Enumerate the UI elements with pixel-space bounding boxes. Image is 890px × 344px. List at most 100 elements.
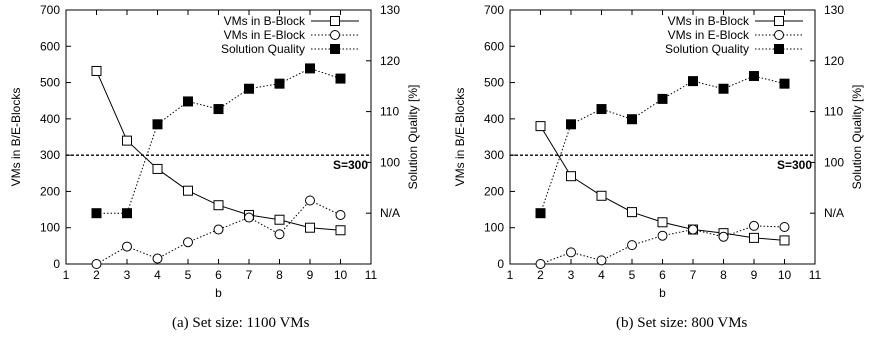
x-tick-label: 1 [63, 268, 70, 282]
data-point [779, 235, 790, 246]
y-tick-label: 500 [484, 76, 504, 90]
data-point [152, 163, 163, 174]
legend-label: Solution Quality [665, 42, 749, 56]
x-tick-label: 7 [246, 268, 253, 282]
data-point [244, 212, 254, 223]
data-point [596, 255, 607, 266]
y-tick-label: 0 [497, 257, 504, 271]
chart-panel-b: 1 2 3 4 5 6 7 8 9 10 11010020030040050060070010011… [453, 3, 864, 300]
y2-tick-label: 100 [824, 155, 844, 169]
data-point [122, 135, 132, 146]
data-point [627, 240, 637, 251]
data-point [305, 63, 315, 74]
x-tick-label: 4 [154, 268, 161, 282]
series-solution-quality [535, 71, 790, 219]
data-point [244, 83, 254, 94]
data-point [566, 119, 576, 130]
y-tick-label: 700 [40, 3, 60, 17]
data-point [779, 221, 790, 232]
data-point [305, 195, 315, 206]
data-point [213, 104, 224, 115]
data-point [274, 229, 285, 240]
x-tick-label: 6 [659, 268, 666, 282]
legend-marker [330, 30, 340, 40]
x-axis-label: b [659, 286, 666, 300]
x-tick-label: 2 [93, 268, 100, 282]
data-point [335, 225, 346, 236]
x-tick-label: 6 [215, 268, 222, 282]
x-tick-label: 9 [307, 268, 314, 282]
y2-tick-label: 130 [824, 3, 844, 17]
data-point [657, 217, 668, 228]
data-point [122, 208, 132, 219]
y2-tick-label: 110 [380, 105, 399, 119]
y2-tick-label: 120 [824, 54, 844, 68]
y-tick-label: 300 [484, 148, 504, 162]
x-tick-label: 10 [334, 268, 348, 282]
x-tick-label: 5 [629, 268, 636, 282]
x-tick-label: 2 [537, 268, 544, 282]
reference-line-label: S=300 [333, 158, 368, 172]
data-point [183, 96, 193, 107]
legend-marker [330, 44, 340, 54]
series-vms-in-e-block [535, 220, 790, 269]
y-tick-label: 300 [40, 148, 60, 162]
legend-label: VMs in B-Block [668, 14, 750, 28]
y2-tick-label: 130 [380, 3, 400, 17]
data-point [152, 253, 163, 264]
y-tick-label: 0 [53, 257, 60, 271]
y-tick-label: 200 [40, 184, 60, 198]
data-point [596, 104, 607, 115]
series-line [96, 67, 341, 214]
x-tick-label: 1 [507, 268, 514, 282]
x-tick-label: 11 [365, 268, 378, 282]
chart-panel-a: 1 2 3 4 5 6 7 8 9 10 11010020030040050060070010011… [9, 3, 420, 300]
data-point [183, 185, 193, 196]
data-point [596, 190, 607, 201]
y2-na-label: N/A [380, 206, 400, 220]
data-point [91, 259, 102, 269]
x-tick-label: 5 [185, 268, 192, 282]
y-axis-label: VMs in B/E-Blocks [9, 88, 23, 187]
data-point [91, 208, 102, 219]
y-tick-label: 500 [40, 76, 60, 90]
data-point [627, 207, 637, 218]
series-line [96, 199, 341, 265]
x-tick-label: 3 [568, 268, 575, 282]
data-point [657, 93, 668, 104]
data-point [535, 208, 546, 219]
data-point [627, 114, 637, 125]
data-point [122, 241, 132, 252]
legend-label: Solution Quality [221, 42, 305, 56]
x-tick-label: 11 [809, 268, 822, 282]
data-point [152, 119, 163, 130]
y-tick-label: 200 [484, 184, 504, 198]
legend-marker [774, 16, 784, 26]
legend-marker [774, 44, 784, 54]
data-point [213, 224, 224, 235]
data-point [213, 200, 224, 211]
caption-b: (b) Set size: 800 VMs [616, 315, 748, 331]
x-tick-label: 4 [598, 268, 605, 282]
data-point [657, 230, 668, 241]
caption-a: (a) Set size: 1100 VMs [172, 315, 310, 331]
x-tick-label: 9 [751, 268, 758, 282]
y2-tick-label: 100 [380, 155, 400, 169]
data-point [566, 171, 576, 182]
legend-label: VMs in B-Block [224, 14, 306, 28]
legend-marker [774, 30, 784, 40]
x-tick-label: 7 [690, 268, 697, 282]
x-tick-label: 8 [720, 268, 727, 282]
data-point [718, 231, 729, 242]
series-vms-in-e-block [91, 195, 346, 269]
legend-marker [330, 16, 340, 26]
data-point [749, 232, 759, 243]
data-point [335, 210, 346, 221]
data-point [274, 78, 285, 89]
y-tick-label: 400 [484, 112, 504, 126]
legend-label: VMs in E-Block [224, 28, 306, 42]
y-tick-label: 100 [40, 221, 60, 235]
